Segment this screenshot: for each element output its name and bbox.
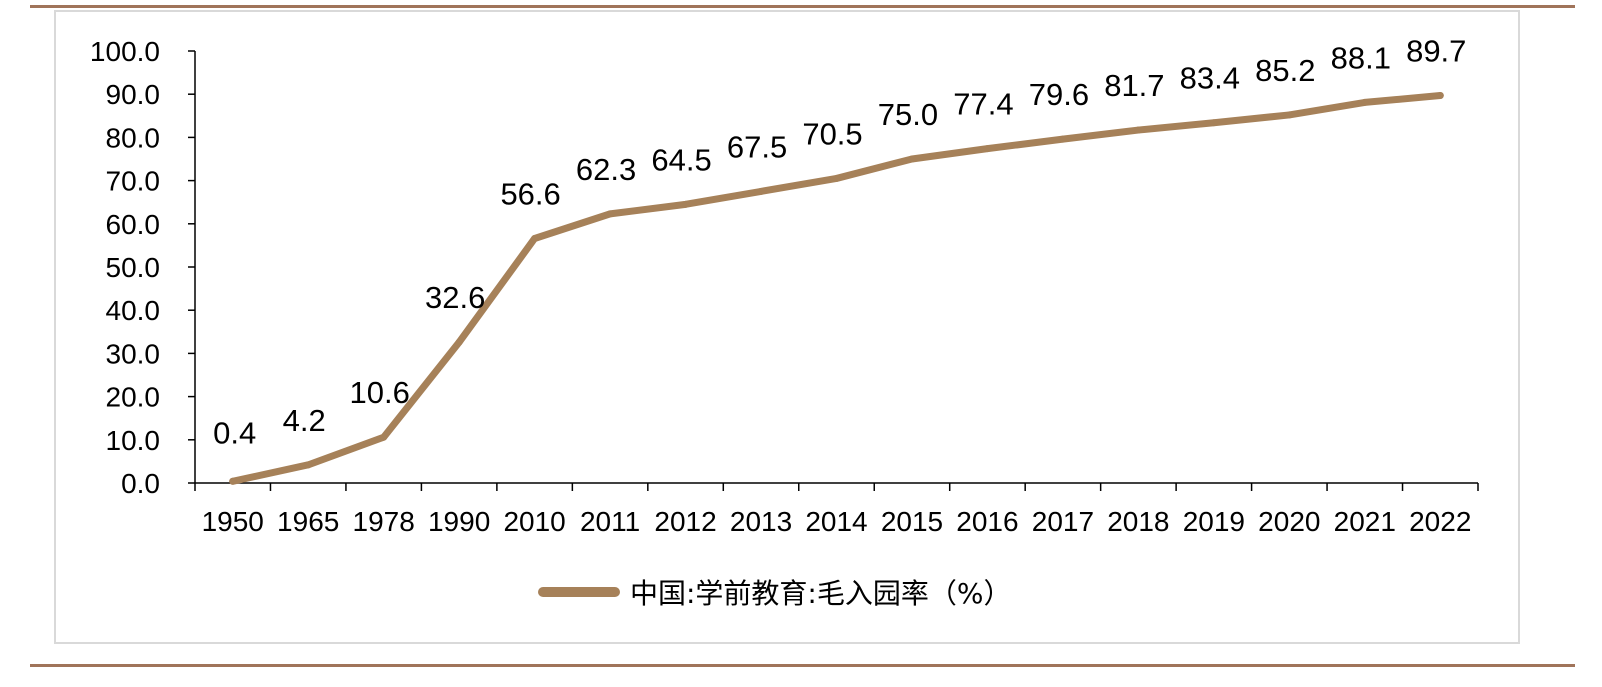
data-label: 67.5: [727, 129, 787, 164]
data-point: [1361, 98, 1369, 106]
data-label: 32.6: [425, 280, 485, 315]
data-point: [757, 187, 765, 195]
data-point: [455, 338, 463, 346]
y-tick-label: 0.0: [121, 468, 160, 499]
data-label: 70.5: [802, 116, 862, 151]
axes: 0.0 10.0 20.0 30.0 40.0 50.0 60.0 70.0 80.0 90.0 1…: [90, 36, 1479, 537]
x-tick-label: 2015: [881, 506, 943, 537]
data-point: [1436, 91, 1444, 99]
x-tick-label: 1978: [353, 506, 415, 537]
x-tick-label: 2021: [1334, 506, 1396, 537]
y-tick-label: 30.0: [106, 338, 161, 369]
x-tick-label: 2022: [1409, 506, 1471, 537]
y-tick-label: 70.0: [106, 166, 161, 197]
data-point: [1134, 126, 1142, 134]
data-label: 0.4: [213, 415, 256, 450]
data-label: 10.6: [350, 375, 410, 410]
x-tick-label: 2013: [730, 506, 792, 537]
data-label: 4.2: [283, 403, 326, 438]
x-tick-label: 1965: [277, 506, 339, 537]
x-tick-label: 2016: [956, 506, 1018, 537]
x-tick-label: 2020: [1258, 506, 1320, 537]
legend-swatch: [538, 587, 620, 597]
data-point: [983, 145, 991, 153]
x-tick-label: 2010: [503, 506, 565, 537]
data-label: 79.6: [1029, 77, 1089, 112]
data-point: [1285, 111, 1293, 119]
x-tick-label: 2019: [1183, 506, 1245, 537]
data-point: [229, 477, 237, 485]
x-tick-label: 2018: [1107, 506, 1169, 537]
data-label: 89.7: [1406, 33, 1466, 68]
data-label: 56.6: [500, 176, 560, 211]
data-label: 62.3: [576, 152, 636, 187]
y-tick-label: 10.0: [106, 425, 161, 456]
data-label: 77.4: [953, 87, 1013, 122]
data-point: [833, 174, 840, 182]
y-tick-label: 20.0: [106, 382, 161, 413]
x-tick-label: 1950: [202, 506, 264, 537]
y-tick-label: 60.0: [106, 209, 161, 240]
x-tick-label: 2017: [1032, 506, 1094, 537]
x-tick-label: 2014: [805, 506, 867, 537]
x-tick-label: 2011: [580, 506, 640, 537]
y-tick-label: 80.0: [106, 122, 161, 153]
data-point: [380, 433, 388, 441]
data-point: [606, 210, 614, 218]
series-group: [229, 91, 1444, 485]
series-line: [229, 91, 1444, 485]
bottom-rule: [30, 664, 1575, 667]
y-tick-label: 100.0: [90, 36, 160, 67]
legend: 中国:学前教育:毛入园率（%）: [538, 572, 1011, 612]
data-point: [682, 200, 690, 208]
x-tick-label: 2012: [654, 506, 716, 537]
legend-label: 中国:学前教育:毛入园率（%）: [630, 577, 1012, 610]
data-point: [304, 461, 312, 469]
y-tick-label: 50.0: [106, 252, 161, 283]
data-label: 64.5: [651, 142, 711, 177]
data-point: [531, 234, 539, 242]
data-point: [908, 155, 916, 163]
y-tick-label: 90.0: [106, 79, 161, 110]
data-point: [1210, 119, 1218, 127]
data-point: [1059, 135, 1067, 143]
data-label: 75.0: [878, 97, 938, 132]
x-tick-label: 1990: [428, 506, 490, 537]
top-rule: [30, 5, 1575, 8]
data-labels: 0.4 4.2 10.6 32.6 56.6 62.3 64.5 67.5 70.5 75.0 77…: [213, 33, 1466, 450]
data-label: 83.4: [1180, 61, 1240, 96]
data-label: 85.2: [1255, 53, 1315, 88]
data-label: 81.7: [1104, 68, 1164, 103]
y-tick-label: 40.0: [106, 295, 161, 326]
data-label: 88.1: [1331, 40, 1391, 75]
